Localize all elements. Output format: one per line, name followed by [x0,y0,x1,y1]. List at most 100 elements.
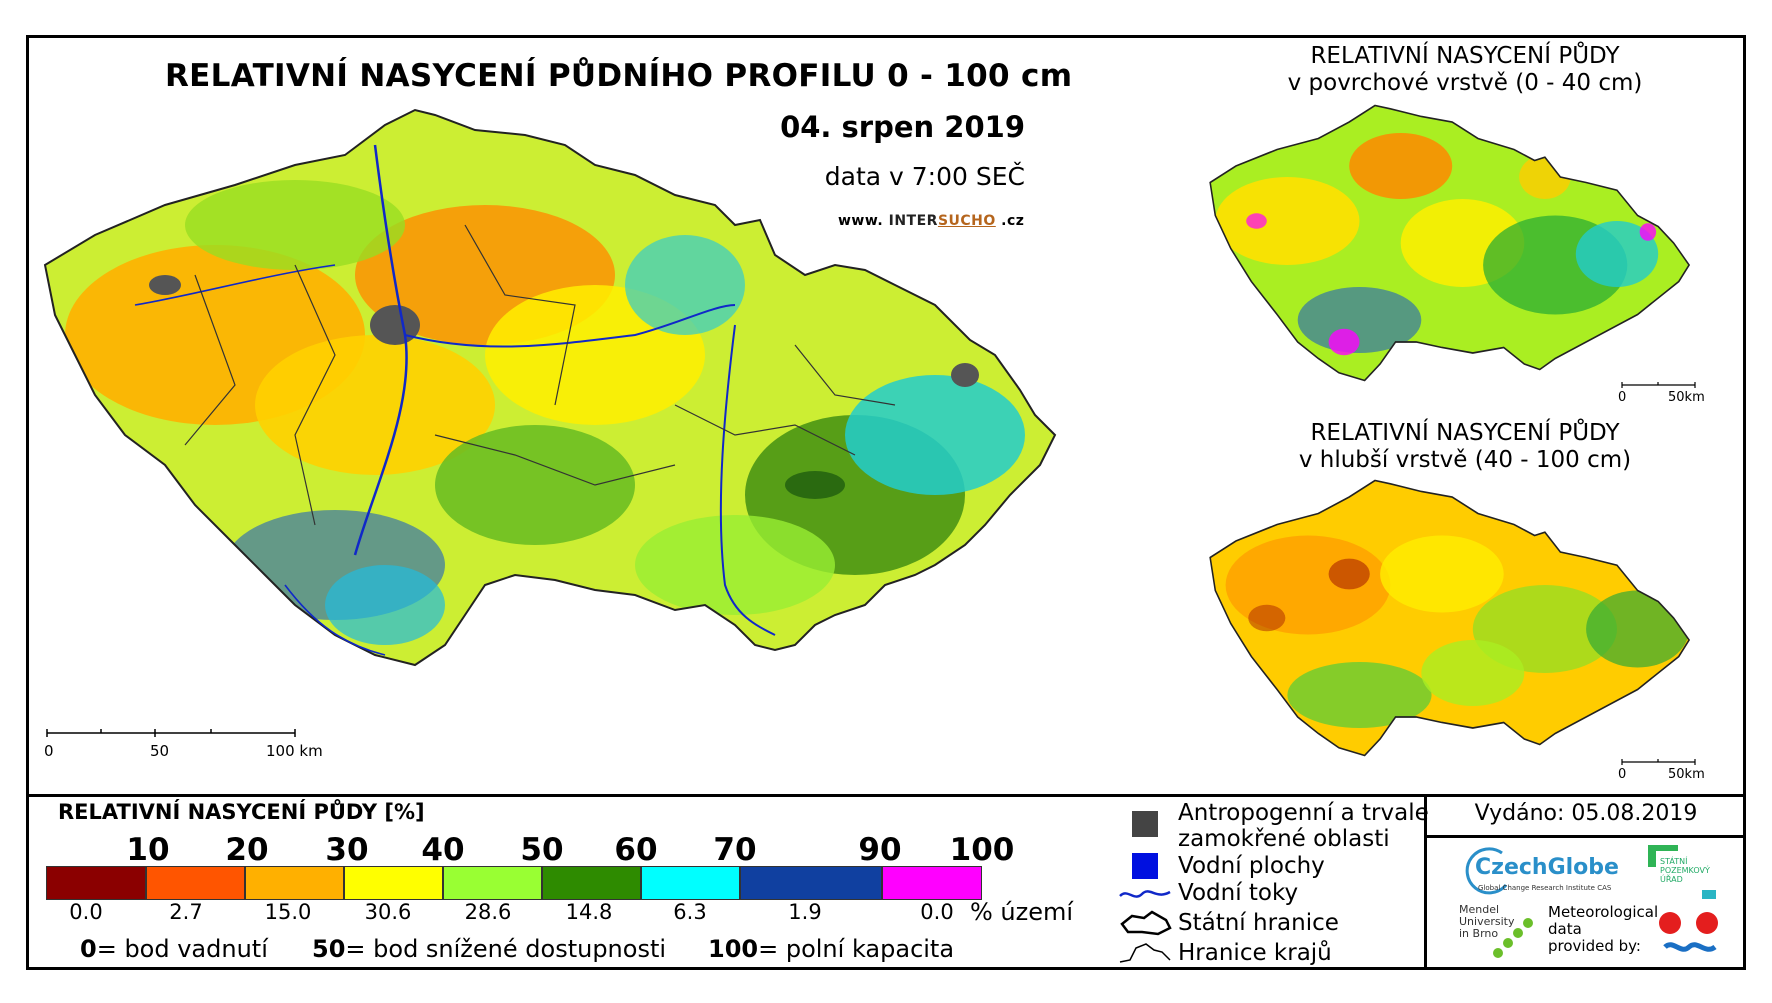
meteo-line2: data [1548,920,1582,938]
legend-tick: 100 [949,832,1015,868]
legend-swatch [542,866,641,900]
legend-tick: 50 [520,832,564,868]
inset-deep-scale-bar [1621,759,1696,765]
mendel-line3: in Brno [1459,927,1499,940]
legend-area-pct: 0.0 [920,900,954,924]
main-scale-label-100: 100 km [266,742,323,760]
spu-logo-mark-top [1656,845,1678,851]
website-suffix: .cz [1001,213,1025,229]
legend-swatch [641,866,740,900]
expl-value: 50 [312,935,346,963]
inset-deep-title-line2: v hlubší vrstvě (40 - 100 cm) [1298,447,1632,473]
meteo-data-credit: Meteorological data provided by: [1548,904,1658,955]
inset-surface-scale-50: 50km [1668,390,1705,405]
map-date: 04. srpen 2019 [780,110,1025,144]
legend-explanation-0: 0= bod vadnutí [80,935,268,963]
legend-swatch [146,866,245,900]
spu-logo: STÁTNÍ POZEMKOVÝ ÚŘAD [1660,857,1710,884]
key-state-border: Státní hranice [1178,910,1339,936]
region-border-icon [1119,943,1171,963]
legend-tick: 90 [858,832,902,868]
legend-area-pct: 0.0 [69,900,103,924]
key-water-bodies: Vodní plochy [1178,853,1325,879]
inset-surface-scale-0: 0 [1618,390,1627,405]
inset-deep-map [1209,479,1691,757]
mendel-dots-icon [1493,918,1533,958]
legend-tick: 40 [421,832,465,868]
legend-title: RELATIVNÍ NASYCENÍ PŮDY [%] [58,800,425,824]
legend-area-pct: 2.7 [169,900,203,924]
inset-deep-scale-50: 50km [1668,767,1705,782]
main-scale-label-0: 0 [44,742,54,760]
website-link[interactable]: www. INTERSUCHO .cz [838,213,1024,229]
spu-logo-accent [1702,890,1716,899]
chmi-logo-icon [1659,912,1718,952]
mendel-line2: University [1459,915,1515,928]
inset-surface-title-line1: RELATIVNÍ NASYCENÍ PŮDY [1310,43,1620,69]
spu-line3: ÚŘAD [1660,875,1683,884]
mendel-university-logo: Mendel University in Brno [1459,904,1515,940]
spu-logo-mark [1648,845,1656,867]
legend-area-pct: 1.9 [788,900,822,924]
legend-explanation-50: 50= bod snížené dostupnosti [312,935,666,963]
key-wetlands-line1: Antropogenní a trvale [1178,800,1429,826]
legend-explanation-100: 100= polní kapacita [708,935,954,963]
inset-surface-map [1209,104,1691,382]
river-line-icon [1119,890,1171,898]
wetlands-symbol [1132,811,1158,837]
czechglobe-subtitle: Global Change Research Institute CAS [1478,884,1612,892]
main-scale-label-50: 50 [150,742,170,760]
data-time: data v 7:00 SEČ [824,162,1025,191]
meteo-line3: provided by: [1548,937,1641,955]
inset-surface-scale-bar [1621,382,1696,388]
legend-swatch [443,866,542,900]
main-scale-bar [46,729,296,737]
inset-deep-title: RELATIVNÍ NASYCENÍ PŮDY v hlubší vrstvě … [1245,420,1685,474]
state-border-icon [1120,910,1172,936]
issued-separator [1424,835,1746,838]
legend-tick: 30 [325,832,369,868]
legend-area-pct: 30.6 [364,900,412,924]
legend-tick: 70 [713,832,757,868]
inset-deep-scale-0: 0 [1618,767,1627,782]
inset-deep-title-line1: RELATIVNÍ NASYCENÍ PŮDY [1310,420,1620,446]
legend-swatch [882,866,982,900]
legend-separator [1424,794,1427,970]
expl-value: 0 [80,935,97,963]
key-wetlands: Antropogenní a trvale zamokřené oblasti [1178,800,1429,852]
legend-swatch [46,866,146,900]
legend-swatch [344,866,443,900]
legend-swatch [740,866,882,900]
inset-surface-title: RELATIVNÍ NASYCENÍ PŮDY v povrchové vrst… [1245,43,1685,97]
main-soil-map [43,108,1057,667]
meteo-line1: Meteorological [1548,903,1659,921]
legend-area-pct: 14.8 [565,900,613,924]
expl-text: = bod snížené dostupnosti [345,935,667,963]
key-wetlands-line2: zamokřené oblasti [1178,826,1390,852]
expl-text: = bod vadnutí [96,935,268,963]
legend-panel [26,794,1746,970]
issued-date: Vydáno: 05.08.2019 [1474,801,1698,826]
legend-tick: 60 [614,832,658,868]
spu-line2: POZEMKOVÝ [1660,866,1710,875]
expl-value: 100 [708,935,759,963]
legend-tick: 20 [225,832,269,868]
legend-area-pct: 6.3 [673,900,707,924]
legend-unit: % území [970,898,1074,926]
website-part2: SUCHO [937,213,996,229]
legend-area-pct: 28.6 [464,900,512,924]
key-region-borders: Hranice krajů [1178,940,1332,966]
expl-text: = polní kapacita [758,935,955,963]
legend-swatch [245,866,344,900]
inset-surface-title-line2: v povrchové vrstvě (0 - 40 cm) [1287,70,1643,96]
website-prefix: www. [838,213,884,229]
czechglobe-logo: CzechGlobe [1475,855,1619,880]
mendel-line1: Mendel [1459,903,1500,916]
website-part1: INTER [888,213,938,229]
legend-tick: 10 [126,832,170,868]
map-title: RELATIVNÍ NASYCENÍ PŮDNÍHO PROFILU 0 - 1… [165,58,1073,94]
water-bodies-symbol [1132,853,1158,879]
legend-area-pct: 15.0 [264,900,312,924]
key-rivers: Vodní toky [1178,880,1299,906]
czechglobe-logo-icon [1465,847,1508,895]
